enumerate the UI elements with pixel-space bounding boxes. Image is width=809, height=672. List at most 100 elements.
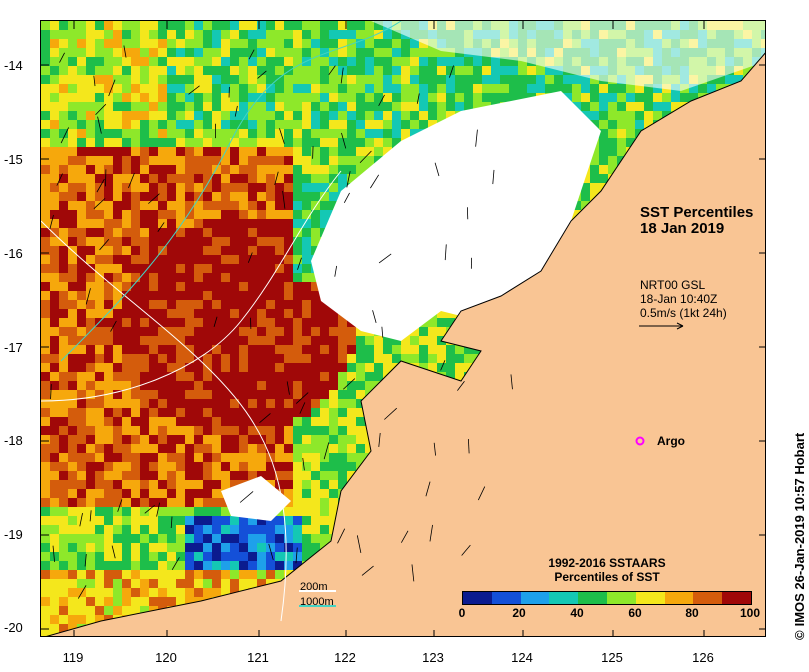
sst-cell: [338, 138, 347, 147]
sst-cell: [68, 66, 77, 75]
sst-cell: [221, 435, 230, 444]
sst-cell: [428, 336, 437, 345]
sst-cell: [230, 102, 239, 111]
sst-cell: [68, 516, 77, 525]
sst-cell: [392, 93, 401, 102]
sst-cell: [338, 165, 347, 174]
sst-cell: [185, 516, 194, 525]
sst-cell: [230, 228, 239, 237]
sst-cell: [221, 516, 230, 525]
sst-cell: [59, 417, 68, 426]
sst-cell: [257, 300, 266, 309]
sst-cell: [149, 381, 158, 390]
sst-cell: [77, 525, 86, 534]
sst-cell: [239, 39, 248, 48]
sst-cell: [410, 336, 419, 345]
sst-cell: [383, 129, 392, 138]
sst-cell: [77, 291, 86, 300]
sst-cell: [275, 48, 284, 57]
sst-cell: [131, 345, 140, 354]
sst-cell: [275, 336, 284, 345]
sst-cell: [230, 165, 239, 174]
sst-cell: [410, 345, 419, 354]
sst-cell: [356, 57, 365, 66]
sst-cell: [599, 120, 608, 129]
sst-cell: [50, 300, 59, 309]
sst-cell: [140, 138, 149, 147]
sst-cell: [680, 93, 689, 102]
sst-cell: [158, 309, 167, 318]
sst-cell: [59, 84, 68, 93]
sst-cell: [221, 192, 230, 201]
sst-cell: [149, 84, 158, 93]
sst-cell: [284, 507, 293, 516]
sst-cell: [176, 471, 185, 480]
sst-cell: [401, 93, 410, 102]
sst-cell: [239, 354, 248, 363]
sst-cell: [338, 111, 347, 120]
sst-cell: [50, 39, 59, 48]
sst-cell: [50, 327, 59, 336]
sst-cell: [122, 21, 131, 30]
sst-cell: [95, 57, 104, 66]
sst-cell: [77, 462, 86, 471]
sst-cell: [473, 102, 482, 111]
sst-cell: [500, 75, 509, 84]
sst-cell: [50, 444, 59, 453]
sst-cell: [347, 390, 356, 399]
sst-cell: [329, 48, 338, 57]
sst-cell: [122, 39, 131, 48]
sst-cell: [608, 156, 617, 165]
sst-cell: [95, 210, 104, 219]
sst-cell: [185, 210, 194, 219]
sst-cell: [221, 534, 230, 543]
sst-cell: [176, 552, 185, 561]
sst-cell: [491, 93, 500, 102]
sst-cell: [320, 93, 329, 102]
sst-cell: [311, 336, 320, 345]
sst-cell: [320, 426, 329, 435]
sst-cell: [149, 408, 158, 417]
sst-cell: [221, 228, 230, 237]
sst-cell: [122, 273, 131, 282]
sst-cell: [221, 327, 230, 336]
sst-cell: [284, 561, 293, 570]
sst-cell: [185, 93, 194, 102]
sst-cell: [536, 75, 545, 84]
sst-cell: [59, 138, 68, 147]
sst-cell: [239, 309, 248, 318]
sst-cell: [302, 21, 311, 30]
sst-cell: [239, 138, 248, 147]
sst-cell: [86, 66, 95, 75]
sst-cell: [230, 327, 239, 336]
sst-cell: [239, 390, 248, 399]
sst-cell: [131, 282, 140, 291]
sst-cell: [311, 129, 320, 138]
sst-cell: [338, 345, 347, 354]
sst-cell: [329, 120, 338, 129]
sst-cell: [41, 21, 50, 30]
sst-cell: [248, 327, 257, 336]
sst-cell: [158, 552, 167, 561]
sst-cell: [284, 255, 293, 264]
sst-cell: [140, 453, 149, 462]
sst-cell: [131, 93, 140, 102]
sst-cell: [428, 66, 437, 75]
sst-cell: [329, 66, 338, 75]
sst-cell: [149, 228, 158, 237]
sst-cell: [68, 129, 77, 138]
sst-cell: [149, 219, 158, 228]
sst-cell: [68, 111, 77, 120]
sst-cell: [59, 399, 68, 408]
sst-cell: [401, 39, 410, 48]
sst-cell: [122, 282, 131, 291]
sst-cell: [221, 165, 230, 174]
sst-cell: [41, 291, 50, 300]
sst-cell: [167, 201, 176, 210]
sst-cell: [239, 66, 248, 75]
sst-cell: [293, 471, 302, 480]
sst-cell: [311, 516, 320, 525]
sst-cell: [86, 48, 95, 57]
sst-cell: [194, 246, 203, 255]
sst-cell: [275, 201, 284, 210]
